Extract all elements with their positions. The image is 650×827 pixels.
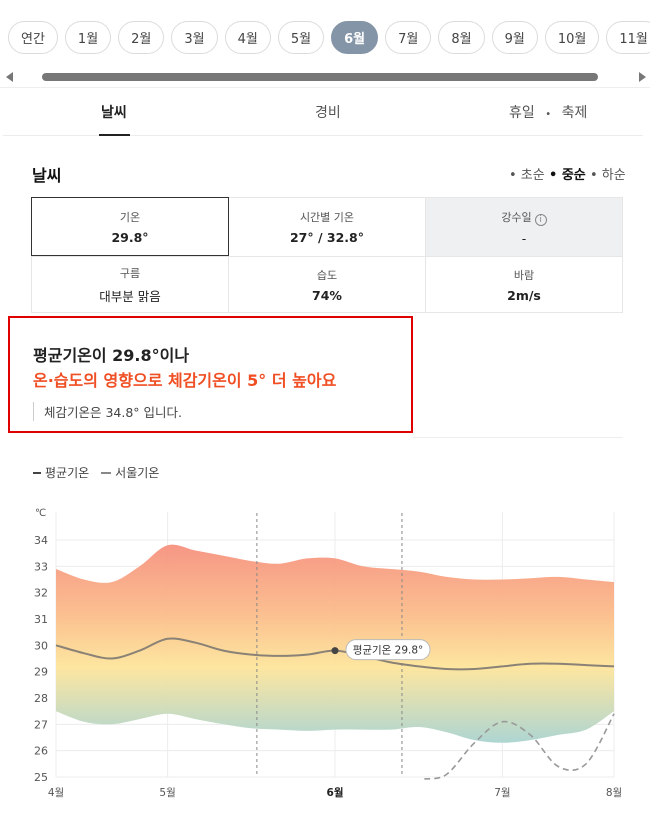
stat-humidity-value: 74% <box>312 287 342 303</box>
stat-rain-days-value: - <box>521 230 527 246</box>
stat-cloud-label: 구름 <box>119 266 141 280</box>
x-tick-label: 8월 <box>606 787 622 799</box>
stat-humidity-label: 습도 <box>316 268 338 282</box>
period-late[interactable]: • 하순 <box>590 168 626 183</box>
stat-wind-value: 2m/s <box>507 287 541 303</box>
x-tick-label: 4월 <box>48 787 64 799</box>
month-chip[interactable]: 2월 <box>118 21 165 54</box>
weather-stats-grid: 기온 29.8° 시간별 기온 27° / 32.8° 강수일 i - 구름 대부… <box>31 197 623 313</box>
tab-holiday-label: 휴일 <box>509 105 535 121</box>
tab-holiday-festival[interactable]: 휴일 • 축제 <box>509 102 587 122</box>
stat-wind[interactable]: 바람 2m/s <box>426 256 622 312</box>
stat-cloud-value: 대부분 맑음 <box>99 288 161 304</box>
avg-temp-point <box>331 647 339 655</box>
feels-like-note: 체감기온은 34.8° 입니다. <box>33 402 182 421</box>
scroll-left-arrow-icon[interactable] <box>6 72 13 82</box>
scroll-right-arrow-icon[interactable] <box>639 72 646 82</box>
month-chip[interactable]: 1월 <box>64 21 112 54</box>
y-axis-unit-label: ℃ <box>35 508 46 519</box>
y-tick-label: 29 <box>34 666 48 679</box>
section-divider <box>413 437 623 438</box>
legend-dash-swatch <box>101 471 112 474</box>
legend-seoul-temp: 서울기온 <box>101 464 159 481</box>
feels-like-highlight-box: 평균기온이 29.8°이나 온·습도의 영향으로 체감기온이 5° 더 높아요 … <box>8 316 413 433</box>
month-chip-row: 연간1월2월3월4월5월6월7월8월9월10월11월12월 <box>8 21 650 54</box>
stat-rain-days-label: 강수일 <box>501 210 532 224</box>
stat-hourly-temp-label: 시간별 기온 <box>299 211 355 224</box>
x-tick-label: 7월 <box>494 787 510 799</box>
stat-hourly-temp-value: 27° / 32.8° <box>289 230 364 245</box>
temperature-range-band <box>56 544 614 743</box>
x-tick-label: 6월 <box>327 786 344 799</box>
legend-seoul-label: 서울기온 <box>115 466 160 480</box>
weather-section-title: 날씨 <box>32 166 62 185</box>
annotation-label: 평균기온 29.8° <box>353 645 424 657</box>
month-chip[interactable]: 7월 <box>385 21 432 54</box>
month-chip[interactable]: 9월 <box>491 21 538 54</box>
y-tick-label: 30 <box>34 639 48 652</box>
temperature-chart: ℃ 25 26 27 28 29 30 31 32 33 34 4월 5월 6월 7월 8월 평균기온 29.8… <box>34 508 622 799</box>
stat-cloud[interactable]: 구름 대부분 맑음 <box>32 256 229 312</box>
month-chip[interactable]: 6월 <box>331 21 379 54</box>
stat-temperature[interactable]: 기온 29.8° <box>31 197 229 256</box>
stat-temperature-value: 29.8° <box>111 229 149 245</box>
month-chip[interactable]: 11월 <box>606 21 650 54</box>
info-icon[interactable]: i <box>534 213 547 226</box>
content-tabs: 날씨 경비 휴일 • 축제 <box>3 88 643 136</box>
period-mid[interactable]: • 중순 <box>549 168 586 183</box>
annotation-bubble <box>345 639 431 661</box>
legend-solid-swatch <box>33 471 41 474</box>
y-tick-label: 33 <box>34 560 48 573</box>
y-tick-label: 25 <box>34 771 48 784</box>
feels-like-headline: 평균기온이 29.8°이나 <box>33 346 190 365</box>
y-tick-label: 34 <box>34 534 48 547</box>
stat-rain-days-label-wrap: 강수일 i <box>501 209 547 226</box>
tab-cost[interactable]: 경비 <box>315 105 341 121</box>
period-early[interactable]: • 초순 <box>509 168 545 183</box>
month-chip[interactable]: 3월 <box>171 21 218 54</box>
month-chip[interactable]: 연간 <box>8 21 58 54</box>
x-tick-label: 5월 <box>159 787 175 799</box>
stat-temperature-label: 기온 <box>119 210 141 224</box>
month-selector: 연간1월2월3월4월5월6월7월8월9월10월11월12월 <box>0 0 650 88</box>
chart-legend: 평균기온 서울기온 <box>33 464 159 481</box>
feels-like-emphasis: 온·습도의 영향으로 체감기온이 5° 더 높아요 <box>33 371 337 390</box>
stat-humidity[interactable]: 습도 74% <box>229 256 426 312</box>
month-chip[interactable]: 4월 <box>224 21 271 54</box>
y-tick-label: 31 <box>34 613 48 626</box>
tab-weather[interactable]: 날씨 <box>101 105 127 121</box>
tab-active-underline <box>99 134 130 136</box>
y-tick-label: 32 <box>34 587 48 600</box>
legend-avg-label: 평균기온 <box>45 466 90 480</box>
legend-avg-temp: 평균기온 <box>33 464 89 481</box>
tab-festival-label: 축제 <box>561 105 588 121</box>
month-chip[interactable]: 10월 <box>544 21 600 54</box>
y-tick-label: 27 <box>34 718 48 731</box>
y-tick-label: 26 <box>34 745 48 758</box>
month-chip[interactable]: 8월 <box>438 21 485 54</box>
horizontal-scrollbar[interactable] <box>42 73 598 81</box>
y-tick-label: 28 <box>34 692 48 705</box>
seoul-temp-line <box>424 713 615 780</box>
month-chip[interactable]: 5월 <box>277 21 325 54</box>
tab-separator-dot: • <box>545 109 552 120</box>
stat-rain-days[interactable]: 강수일 i - <box>426 198 622 256</box>
stat-wind-label: 바람 <box>513 268 535 282</box>
stat-hourly-temp[interactable]: 시간별 기온 27° / 32.8° <box>229 198 426 256</box>
